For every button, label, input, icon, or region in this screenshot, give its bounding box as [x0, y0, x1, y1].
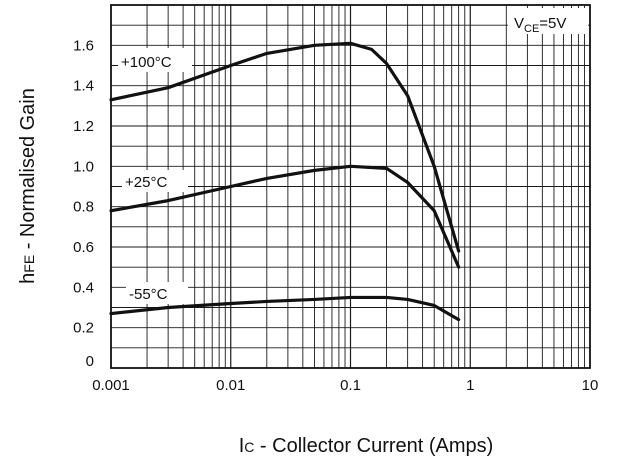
y-tick-label: 1.0: [73, 158, 94, 175]
grid-layer: [111, 5, 590, 368]
vce-annotation-suffix: =5V: [539, 15, 566, 32]
series-line-1: [109, 164, 461, 269]
x-axis-title-suffix: - Collector Current (Amps): [254, 435, 493, 457]
y-tick-label: 1.4: [73, 78, 94, 95]
y-tick-label: 0.6: [73, 239, 94, 256]
y-tick-label: 0.8: [73, 199, 94, 216]
series-label-0: +100°C: [121, 54, 172, 71]
series-line-0: [109, 41, 461, 253]
y-tick-label: 0.2: [73, 320, 94, 337]
y-tick-label: 0: [86, 353, 94, 370]
y-axis-title-suffix: - Normalised Gain: [17, 88, 39, 255]
vce-annotation-prefix: V: [514, 15, 524, 32]
y-tick-label: 1.2: [73, 118, 94, 135]
x-tick-label: 10: [582, 377, 599, 394]
series-layer: [109, 41, 461, 322]
x-tick-label: 0.01: [216, 377, 245, 394]
vce-annotation-sub: CE: [524, 23, 539, 35]
series-label-1: +25°C: [125, 174, 167, 191]
y-axis-title-prefix: h: [17, 273, 39, 284]
y-tick-label: 0.4: [73, 279, 94, 296]
labels-layer: VCE=5V +100°C +25°C -55°C 0.001 0.01 0.1 1 10 0 0.…: [17, 8, 598, 457]
series-label-background-1: [122, 170, 188, 192]
series-label-2: -55°C: [129, 286, 168, 303]
series-label-background-0: [118, 48, 192, 72]
x-tick-label: 0.1: [340, 377, 361, 394]
series-label-background-2: [126, 282, 188, 304]
x-axis-title: IC - Collector Current (Amps): [239, 435, 494, 457]
x-axis-title-prefix: I: [239, 435, 245, 457]
y-axis-title-sub: FE: [21, 255, 37, 273]
y-tick-label: 1.6: [73, 37, 94, 54]
annotation-background: [508, 8, 588, 34]
vce-annotation: VCE=5V: [514, 15, 566, 35]
plot-frame: [110, 4, 591, 369]
x-axis-title-sub: C: [244, 439, 254, 455]
y-axis-title: hFE - Normalised Gain: [17, 88, 39, 284]
x-tick-label: 1: [466, 377, 474, 394]
series-line-2: [109, 295, 461, 322]
x-tick-label: 0.001: [92, 377, 130, 394]
